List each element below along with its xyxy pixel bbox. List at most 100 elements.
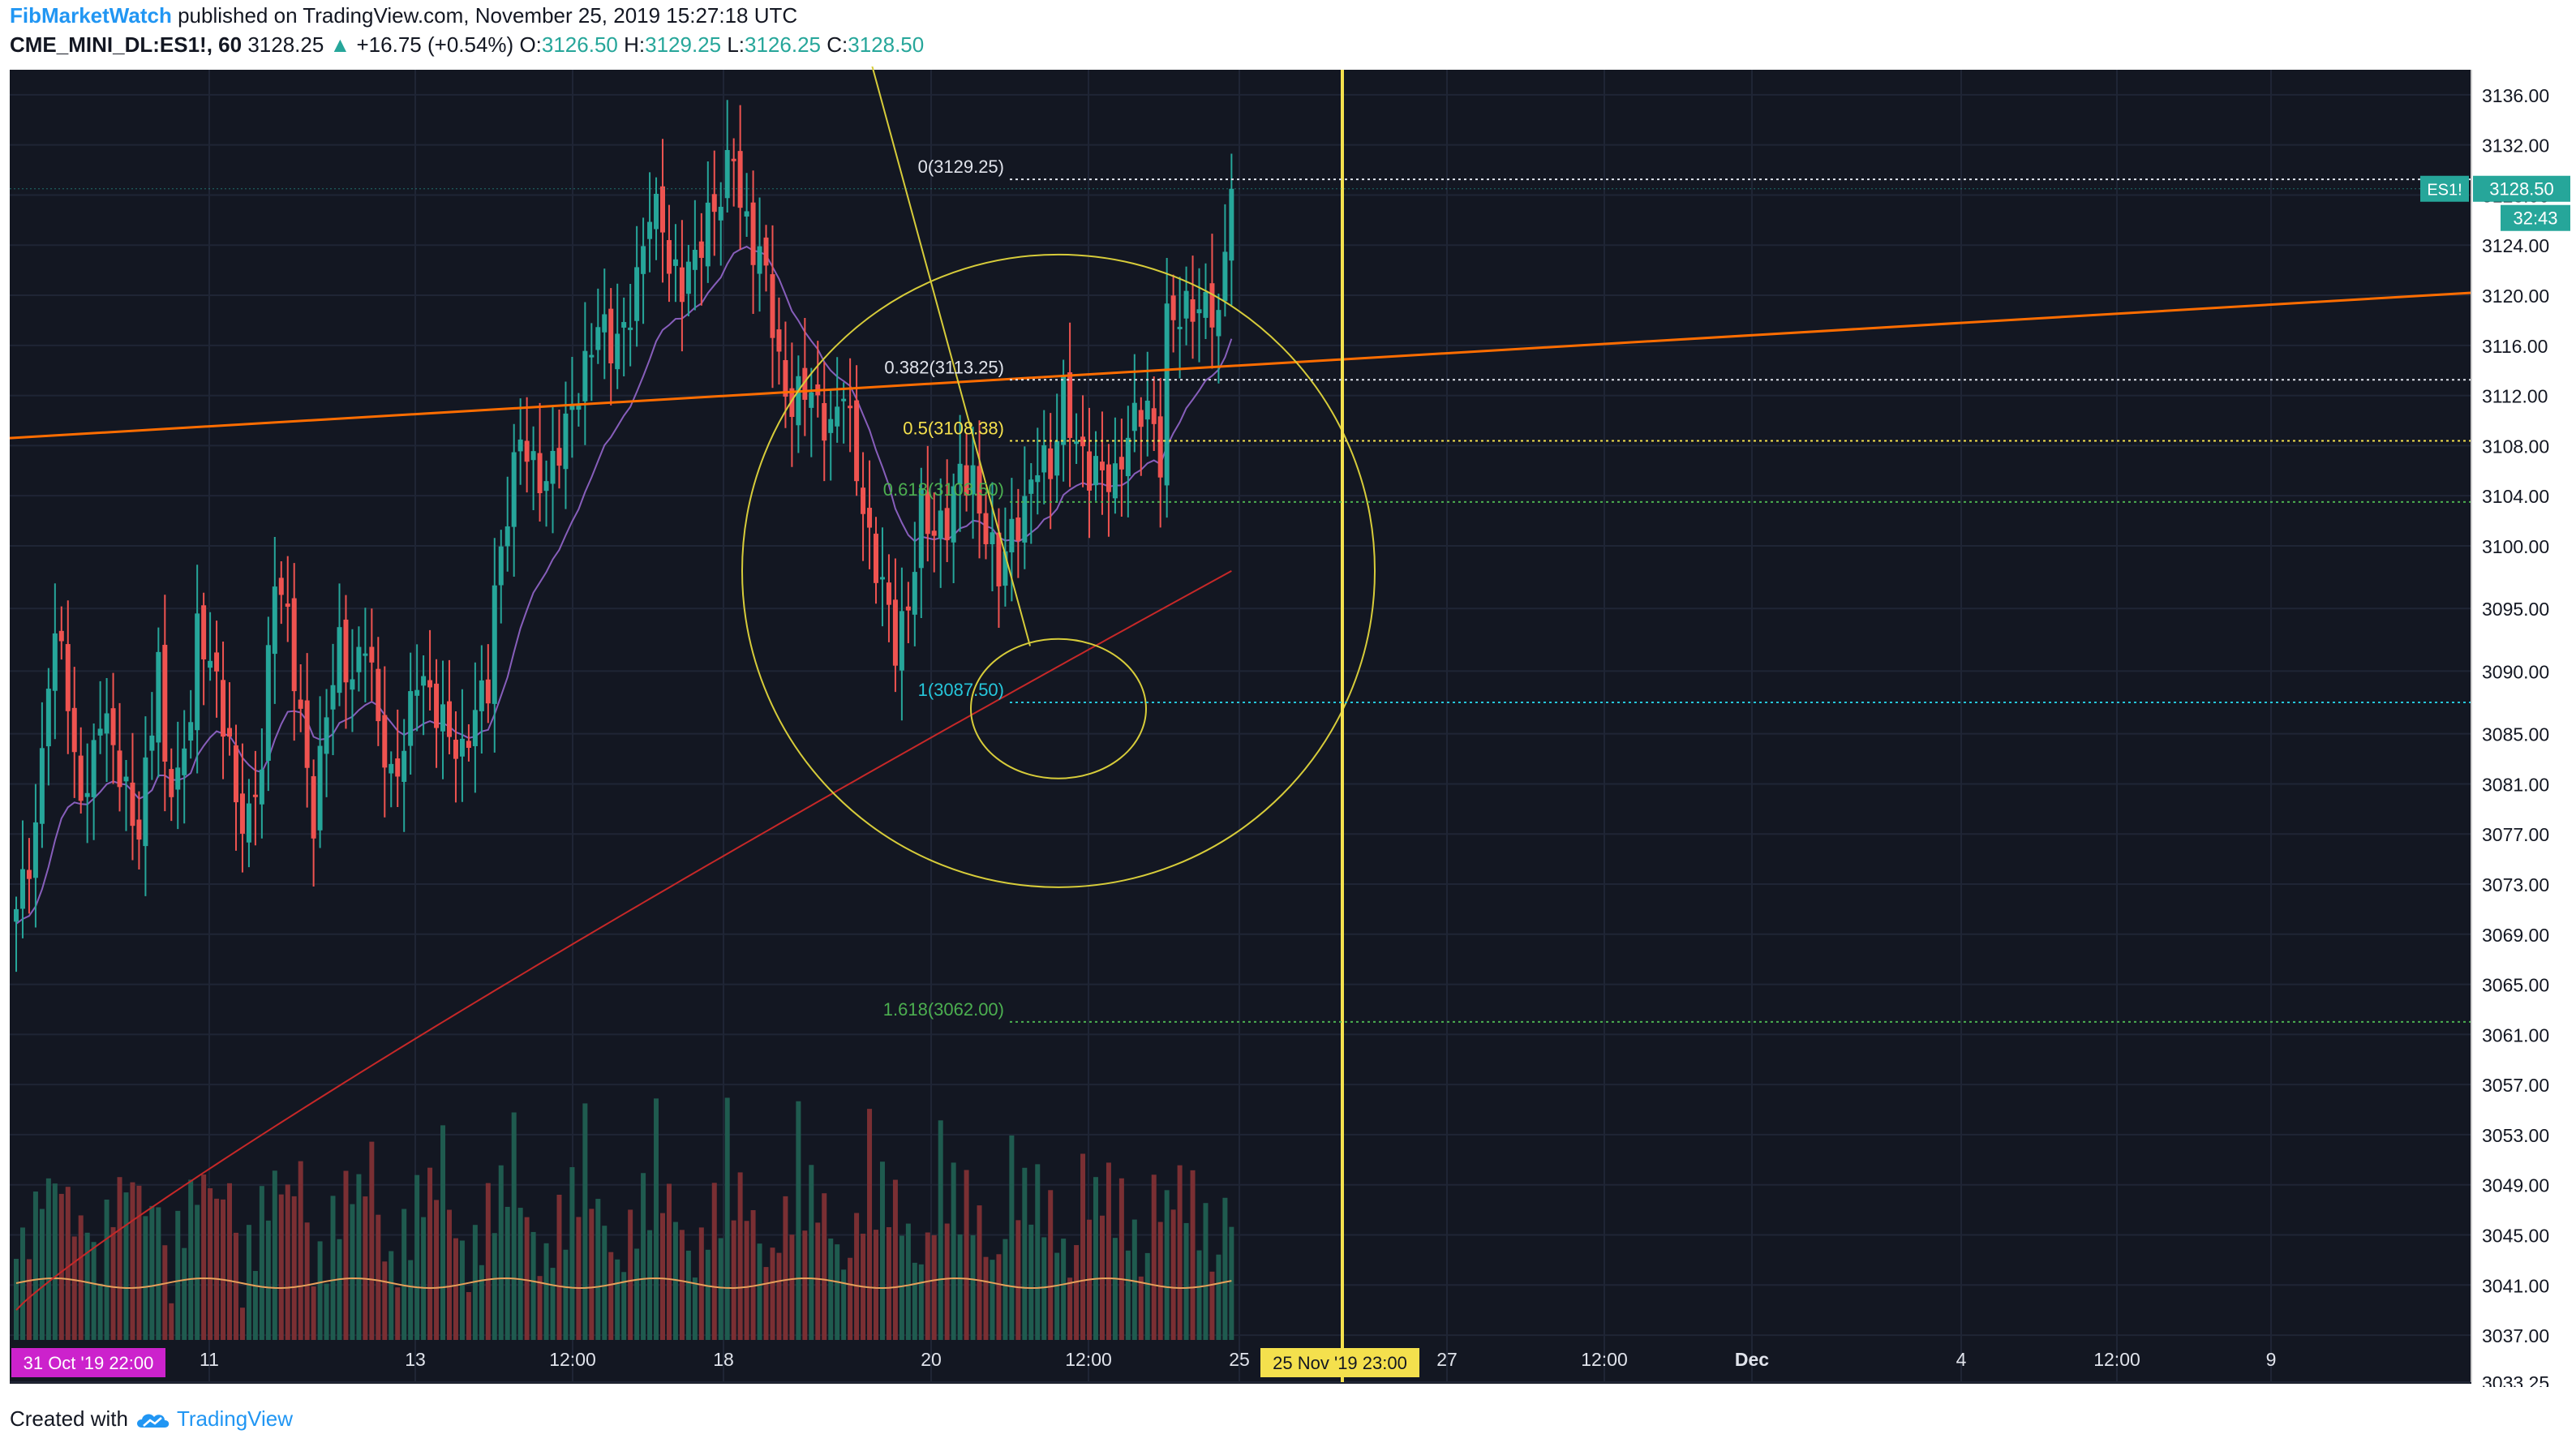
candle-body <box>835 406 840 427</box>
candle-body <box>1054 440 1060 476</box>
open-value: 3126.50 <box>541 32 618 57</box>
price-chart[interactable]: 0(3129.25) 0.382(3113.25) 0.5(3108.38) 0.61… <box>0 67 2576 1387</box>
volume-bar <box>84 1232 90 1340</box>
volume-bar <box>459 1240 465 1340</box>
volume-bar <box>504 1206 510 1340</box>
candle-body <box>595 327 601 350</box>
time-tick-label: 11 <box>200 1349 219 1370</box>
time-axis[interactable]: 11 13 12:00 18 20 12:00 25 27 12:00 Dec 4 12:00 9 31 … <box>11 1348 2276 1377</box>
price-axis[interactable]: 3136.003132.003128.003124.003120.003116.… <box>2420 70 2570 1387</box>
volume-bar <box>1035 1164 1041 1340</box>
candle-body <box>330 685 336 710</box>
volume-bar <box>195 1204 200 1340</box>
symbol-title[interactable]: CME_MINI_DL:ES1!, 60 <box>10 32 243 57</box>
candle-body <box>45 689 51 747</box>
volume-bar <box>343 1170 349 1340</box>
candle-body <box>854 400 860 482</box>
volume-bar <box>117 1177 122 1340</box>
volume-bar <box>912 1262 917 1340</box>
volume-bar <box>1209 1271 1215 1340</box>
fib-circle-inner <box>970 638 1147 779</box>
candle-body <box>1203 291 1209 318</box>
change-arrow-icon: ▲ <box>329 32 351 57</box>
candle-body <box>401 750 407 782</box>
price-tick-label: 3057.00 <box>2482 1075 2549 1096</box>
candle-body <box>285 603 290 608</box>
volume-bar <box>1196 1250 1202 1340</box>
candle-body <box>1002 551 1008 586</box>
volume-bar <box>356 1174 362 1340</box>
fib-level-label: 0.382(3113.25) <box>884 357 1004 377</box>
volume-bar <box>828 1238 834 1340</box>
volume-bar <box>705 1249 711 1340</box>
candle-body <box>84 792 90 797</box>
candle-body <box>1170 295 1176 320</box>
candle-body <box>621 322 627 328</box>
candle-body <box>783 359 788 397</box>
candle-body <box>123 776 129 782</box>
price-tick-label: 3116.00 <box>2482 336 2548 357</box>
volume-bar <box>466 1292 471 1340</box>
candle-body <box>711 194 717 213</box>
candle-body <box>1177 326 1183 329</box>
candle-body <box>990 532 995 544</box>
candle-body <box>1138 410 1144 427</box>
volume-bar <box>434 1200 440 1340</box>
author-link[interactable]: FibMarketWatch <box>10 3 172 28</box>
candle-body <box>905 606 911 611</box>
candle-body <box>1229 188 1234 261</box>
candle-body <box>58 630 64 642</box>
tradingview-brand-link[interactable]: TradingView <box>176 1406 294 1431</box>
last-price: 3128.25 <box>247 32 324 57</box>
candle-body <box>492 585 497 704</box>
volume-bar <box>1125 1250 1131 1340</box>
candle-body <box>117 750 122 788</box>
volume-bar <box>311 1286 316 1340</box>
start-time-badge-label: 31 Oct '19 22:00 <box>24 1353 154 1373</box>
volume-bar <box>770 1247 775 1340</box>
volume-bars <box>14 1097 1234 1340</box>
volume-bar <box>149 1205 155 1340</box>
volume-bar <box>1151 1174 1157 1340</box>
price-tick-label: 3081.00 <box>2482 774 2549 795</box>
volume-bar <box>52 1183 58 1340</box>
volume-bar <box>182 1247 187 1340</box>
volume-bar <box>879 1161 885 1340</box>
volume-bar <box>957 1234 963 1340</box>
candle-body <box>1196 309 1202 314</box>
candle-body <box>705 202 711 267</box>
drawings <box>9 67 2472 1382</box>
volume-bar <box>1002 1239 1008 1340</box>
volume-bar <box>1093 1177 1098 1340</box>
candle-body <box>97 728 103 736</box>
volume-bar <box>369 1141 375 1340</box>
volume-bar <box>58 1193 64 1340</box>
candle-body <box>874 533 879 583</box>
candle-body <box>208 660 213 668</box>
candle-body <box>537 453 543 494</box>
price-tick-label: 3095.00 <box>2482 599 2549 620</box>
candle-body <box>731 158 736 161</box>
fib-levels: 0(3129.25) 0.382(3113.25) 0.5(3108.38) 0.61… <box>883 157 2471 1023</box>
volume-bar <box>110 1226 116 1340</box>
candle-body <box>343 619 349 683</box>
volume-bar <box>45 1178 51 1340</box>
countdown-badge-label: 32:43 <box>2513 208 2557 229</box>
volume-bar <box>990 1260 995 1340</box>
volume-bar <box>1028 1224 1034 1340</box>
volume-bar <box>136 1185 142 1340</box>
volume-bar <box>14 1259 19 1340</box>
candle-body <box>446 701 452 737</box>
candle-body <box>389 763 394 774</box>
volume-bar <box>931 1234 937 1340</box>
volume-bar <box>1106 1162 1111 1340</box>
volume-bar <box>246 1225 251 1340</box>
candle-body <box>259 769 264 805</box>
candle-body <box>1209 283 1215 328</box>
candle-body <box>440 704 446 732</box>
candle-body <box>91 740 97 797</box>
volume-bar <box>537 1276 543 1340</box>
volume-bar <box>983 1256 989 1340</box>
candle-body <box>272 586 277 655</box>
volume-bar <box>1112 1238 1118 1340</box>
